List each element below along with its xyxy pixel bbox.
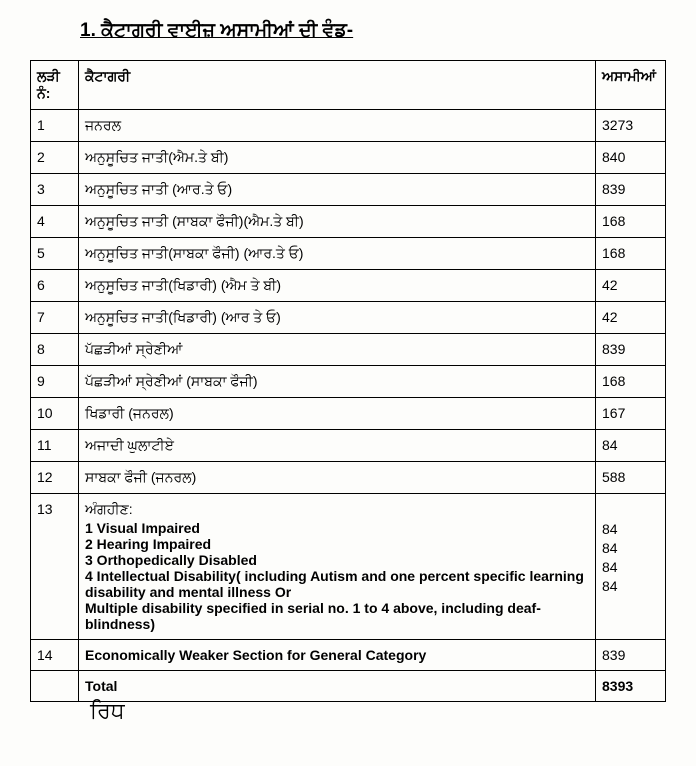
cell-sr: 12 (31, 462, 79, 494)
cell-num: 588 (596, 462, 666, 494)
cell-sr: 5 (31, 238, 79, 270)
disability-head: ਅੰਗਹੀਣ: (85, 501, 589, 518)
table-row: 5ਅਨੁਸੂਚਿਤ ਜਾਤੀ(ਸਾਬਕਾ ਫੌਜੀ) (ਆਰ.ਤੇ ਓ)168 (31, 238, 666, 270)
cell-total-num: 8393 (596, 671, 666, 702)
disability-line: 4 Intellectual Disability( including Aut… (85, 568, 589, 600)
cell-cat: ਅਨੁਸੂਚਿਤ ਜਾਤੀ(ਸਾਬਕਾ ਫੌਜੀ) (ਆਰ.ਤੇ ਓ) (79, 238, 596, 270)
disability-num: 84 (602, 520, 659, 539)
cell-sr: 1 (31, 110, 79, 142)
cell-sr (31, 671, 79, 702)
cell-cat: ਅਜਾਦੀ ਘੁਲਾਟੀਏ (79, 430, 596, 462)
cell-cat: Economically Weaker Section for General … (79, 640, 596, 671)
disability-num: 84 (602, 539, 659, 558)
cell-cat: ਪੱਛੜੀਆਂ ਸ੍ਰੇਣੀਆਂ (ਸਾਬਕਾ ਫੌਜੀ) (79, 366, 596, 398)
table-row: 14Economically Weaker Section for Genera… (31, 640, 666, 671)
cell-total-label: Total (79, 671, 596, 702)
cell-sr: 8 (31, 334, 79, 366)
table-row: 8ਪੱਛੜੀਆਂ ਸ੍ਰੇਣੀਆਂ839 (31, 334, 666, 366)
cell-num: 839 (596, 334, 666, 366)
cell-cat: ਅਨੁਸੂਚਿਤ ਜਾਤੀ(ਖਿਡਾਰੀ) (ਆਰ ਤੇ ਓ) (79, 302, 596, 334)
cell-cat: ਪੱਛੜੀਆਂ ਸ੍ਰੇਣੀਆਂ (79, 334, 596, 366)
cell-num: 42 (596, 270, 666, 302)
cell-num: 839 (596, 640, 666, 671)
cell-num: 84848484 (596, 494, 666, 640)
cell-num: 84 (596, 430, 666, 462)
disability-num: 84 (602, 558, 659, 577)
table-row: 6ਅਨੁਸੂਚਿਤ ਜਾਤੀ(ਖਿਡਾਰੀ) (ਐਮ ਤੇ ਬੀ)42 (31, 270, 666, 302)
cell-num: 42 (596, 302, 666, 334)
cell-num: 168 (596, 238, 666, 270)
disability-line: 1 Visual Impaired (85, 520, 589, 536)
table-row-disability: 13 ਅੰਗਹੀਣ: 1 Visual Impaired2 Hearing Impa… (31, 494, 666, 640)
cell-cat: ਸਾਬਕਾ ਫੌਜੀ (ਜਨਰਲ) (79, 462, 596, 494)
disability-num: 84 (602, 577, 659, 596)
table-row: 4ਅਨੁਸੂਚਿਤ ਜਾਤੀ (ਸਾਬਕਾ ਫੌਜੀ)(ਐਮ.ਤੇ ਬੀ)168 (31, 206, 666, 238)
disability-line: 2 Hearing Impaired (85, 536, 589, 552)
page-title: 1. ਕੈਟਾਗਰੀ ਵਾਈਜ਼ ਅਸਾਮੀਆਂ ਦੀ ਵੰਡ- (80, 20, 666, 42)
cell-cat: ਅਨੁਸੂਚਿਤ ਜਾਤੀ (ਆਰ.ਤੇ ਓ) (79, 174, 596, 206)
cell-sr: 11 (31, 430, 79, 462)
table-row: 3ਅਨੁਸੂਚਿਤ ਜਾਤੀ (ਆਰ.ਤੇ ਓ)839 (31, 174, 666, 206)
header-row: ਲੜੀ ਨੰ: ਕੈਟਾਗਰੀ ਅਸਾਮੀਆਂ (31, 61, 666, 110)
cell-num: 168 (596, 366, 666, 398)
table-row: 7ਅਨੁਸੂਚਿਤ ਜਾਤੀ(ਖਿਡਾਰੀ) (ਆਰ ਤੇ ਓ)42 (31, 302, 666, 334)
cell-num: 167 (596, 398, 666, 430)
cell-sr: 9 (31, 366, 79, 398)
col-header-posts: ਅਸਾਮੀਆਂ (596, 61, 666, 110)
cell-sr: 3 (31, 174, 79, 206)
cell-sr: 6 (31, 270, 79, 302)
disability-line: Multiple disability specified in serial … (85, 600, 589, 632)
table-row: 2ਅਨੁਸੂਚਿਤ ਜਾਤੀ(ਐਮ.ਤੇ ਬੀ)840 (31, 142, 666, 174)
table-row: 9ਪੱਛੜੀਆਂ ਸ੍ਰੇਣੀਆਂ (ਸਾਬਕਾ ਫੌਜੀ)168 (31, 366, 666, 398)
cell-num: 3273 (596, 110, 666, 142)
cell-num: 839 (596, 174, 666, 206)
cell-sr: 2 (31, 142, 79, 174)
cell-sr: 10 (31, 398, 79, 430)
table-row: 1ਜਨਰਲ3273 (31, 110, 666, 142)
cell-cat: ਅਨੁਸੂਚਿਤ ਜਾਤੀ(ਖਿਡਾਰੀ) (ਐਮ ਤੇ ਬੀ) (79, 270, 596, 302)
table-row-total: Total8393 (31, 671, 666, 702)
cell-cat: ਅੰਗਹੀਣ: 1 Visual Impaired2 Hearing Impair… (79, 494, 596, 640)
cell-num: 840 (596, 142, 666, 174)
table-row: 10ਖਿਡਾਰੀ (ਜਨਰਲ)167 (31, 398, 666, 430)
cell-sr: 14 (31, 640, 79, 671)
cell-cat: ਅਨੁਸੂਚਿਤ ਜਾਤੀ(ਐਮ.ਤੇ ਬੀ) (79, 142, 596, 174)
table-row: 11ਅਜਾਦੀ ਘੁਲਾਟੀਏ84 (31, 430, 666, 462)
disability-line: 3 Orthopedically Disabled (85, 552, 589, 568)
cell-cat: ਅਨੁਸੂਚਿਤ ਜਾਤੀ (ਸਾਬਕਾ ਫੌਜੀ)(ਐਮ.ਤੇ ਬੀ) (79, 206, 596, 238)
signature: ਰਿਧ (90, 698, 666, 724)
cell-cat: ਖਿਡਾਰੀ (ਜਨਰਲ) (79, 398, 596, 430)
cell-sr: 4 (31, 206, 79, 238)
col-header-sr: ਲੜੀ ਨੰ: (31, 61, 79, 110)
cell-sr: 7 (31, 302, 79, 334)
category-table: ਲੜੀ ਨੰ: ਕੈਟਾਗਰੀ ਅਸਾਮੀਆਂ 1ਜਨਰਲ32732ਅਨੁਸੂਚ… (30, 60, 666, 702)
cell-sr: 13 (31, 494, 79, 640)
table-row: 12ਸਾਬਕਾ ਫੌਜੀ (ਜਨਰਲ)588 (31, 462, 666, 494)
col-header-category: ਕੈਟਾਗਰੀ (79, 61, 596, 110)
cell-num: 168 (596, 206, 666, 238)
cell-cat: ਜਨਰਲ (79, 110, 596, 142)
